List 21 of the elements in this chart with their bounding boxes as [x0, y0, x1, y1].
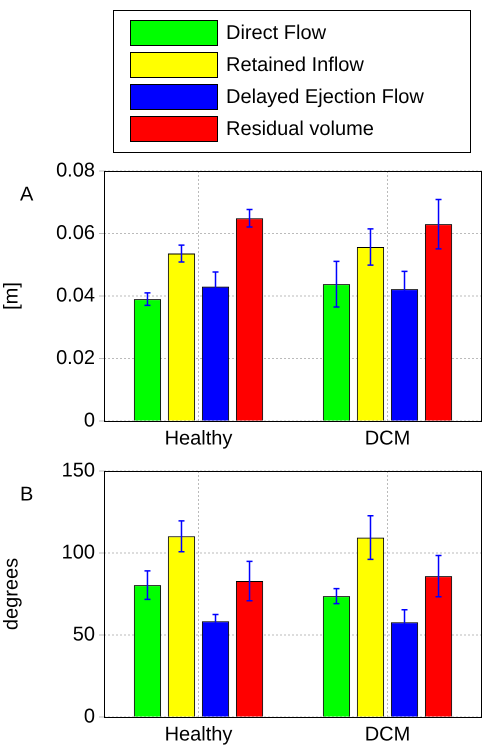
- x-tick-label: DCM: [364, 724, 410, 746]
- y-tick-label: 100: [62, 542, 95, 564]
- y-tick-label: 0.06: [56, 222, 95, 244]
- x-tick-label: DCM: [364, 428, 410, 450]
- y-tick-label: 0.08: [56, 160, 95, 182]
- text: B: [20, 484, 34, 506]
- legend-label: Retained Inflow: [226, 54, 364, 76]
- x-tick-label: Healthy: [164, 724, 232, 746]
- legend-label: Residual volume: [226, 118, 374, 140]
- y-tick-label: 50: [72, 624, 95, 646]
- y-tick-label: 0.04: [56, 284, 95, 307]
- legend-label: Direct Flow: [226, 22, 326, 44]
- y-tick-label: 0.02: [56, 347, 95, 370]
- y-tick-label: 0: [84, 410, 95, 432]
- y-tick-label: 0: [84, 706, 95, 728]
- y-axis-title: [m]: [0, 282, 23, 310]
- legend-label: Delayed Ejection Flow: [226, 86, 424, 108]
- y-axis-title: degrees: [0, 558, 23, 630]
- text: A: [20, 184, 34, 206]
- y-tick-label: 150: [62, 460, 95, 482]
- x-tick-label: Healthy: [164, 428, 232, 450]
